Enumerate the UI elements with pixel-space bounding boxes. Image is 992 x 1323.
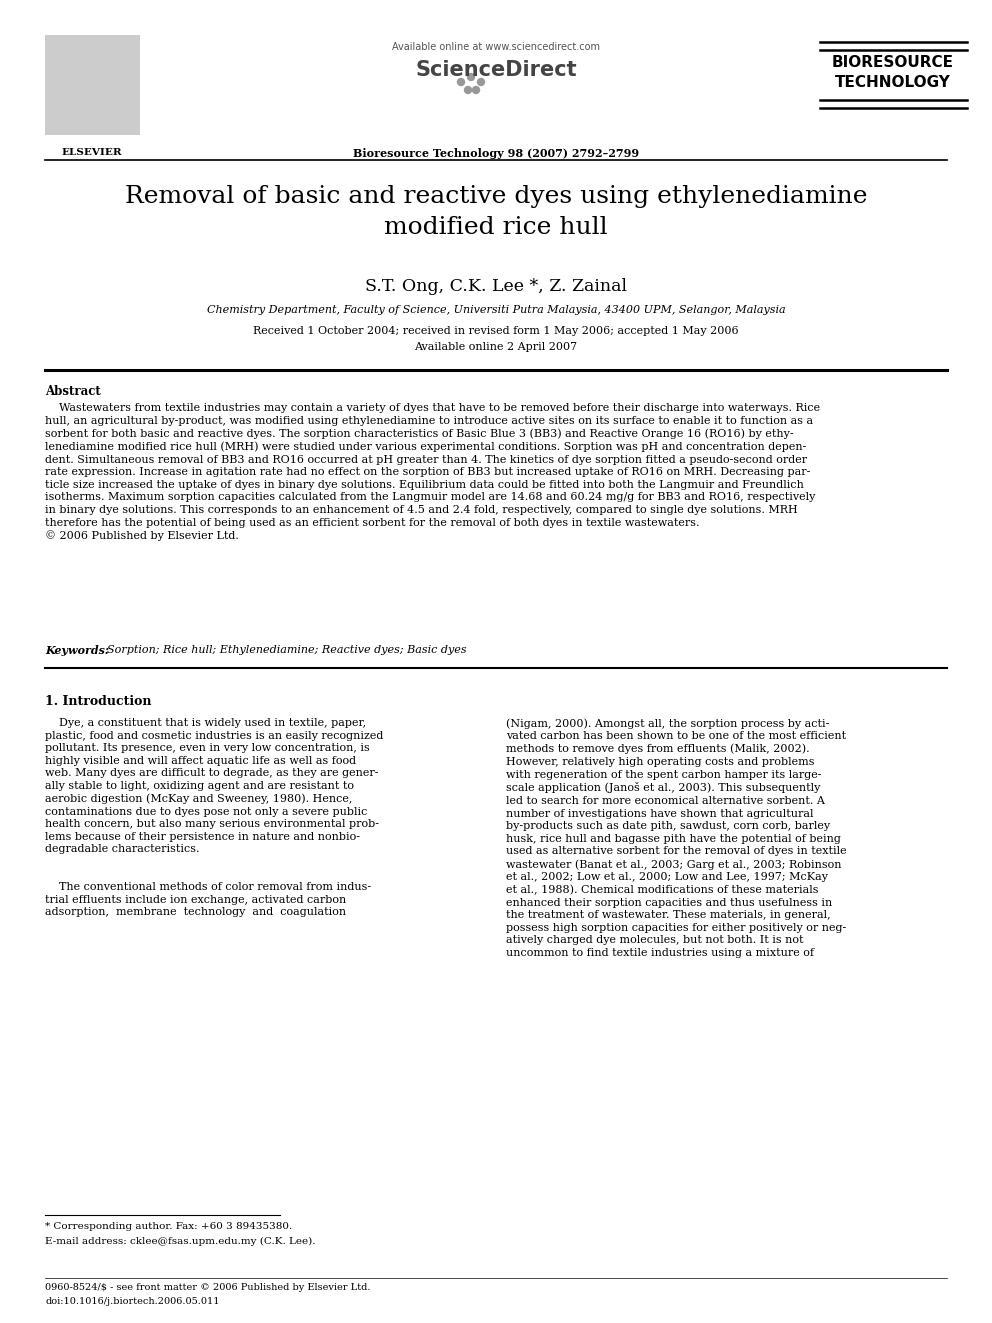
Circle shape [467,74,474,81]
Circle shape [457,78,464,86]
Text: TECHNOLOGY: TECHNOLOGY [835,75,951,90]
Text: Wastewaters from textile industries may contain a variety of dyes that have to b: Wastewaters from textile industries may … [45,404,820,541]
Text: BIORESOURCE: BIORESOURCE [832,56,954,70]
Text: Available online at www.sciencedirect.com: Available online at www.sciencedirect.co… [392,42,600,52]
Text: doi:10.1016/j.biortech.2006.05.011: doi:10.1016/j.biortech.2006.05.011 [45,1297,219,1306]
Text: Received 1 October 2004; received in revised form 1 May 2006; accepted 1 May 200: Received 1 October 2004; received in rev… [253,325,739,336]
Text: * Corresponding author. Fax: +60 3 89435380.: * Corresponding author. Fax: +60 3 89435… [45,1222,293,1230]
Text: Bioresource Technology 98 (2007) 2792–2799: Bioresource Technology 98 (2007) 2792–27… [353,148,639,159]
Text: The conventional methods of color removal from indus-
trial effluents include io: The conventional methods of color remova… [45,882,371,917]
Text: S.T. Ong, C.K. Lee *, Z. Zainal: S.T. Ong, C.K. Lee *, Z. Zainal [365,278,627,295]
Text: ScienceDirect: ScienceDirect [416,60,576,79]
Text: Sorption; Rice hull; Ethylenediamine; Reactive dyes; Basic dyes: Sorption; Rice hull; Ethylenediamine; Re… [100,646,466,655]
Text: Dye, a constituent that is widely used in textile, paper,
plastic, food and cosm: Dye, a constituent that is widely used i… [45,718,383,855]
Text: Chemistry Department, Faculty of Science, Universiti Putra Malaysia, 43400 UPM, : Chemistry Department, Faculty of Science… [206,306,786,315]
Circle shape [477,78,484,86]
Text: (Nigam, 2000). Amongst all, the sorption process by acti-
vated carbon has been : (Nigam, 2000). Amongst all, the sorption… [506,718,846,958]
Text: ELSEVIER: ELSEVIER [62,148,122,157]
Text: Available online 2 April 2007: Available online 2 April 2007 [415,343,577,352]
Text: Abstract: Abstract [45,385,101,398]
Text: Keywords:: Keywords: [45,646,109,656]
Text: 1. Introduction: 1. Introduction [45,695,152,708]
Bar [45,34,140,135]
Circle shape [464,86,471,94]
Text: Removal of basic and reactive dyes using ethylenediamine
modified rice hull: Removal of basic and reactive dyes using… [125,185,867,239]
Text: E-mail address: cklee@fsas.upm.edu.my (C.K. Lee).: E-mail address: cklee@fsas.upm.edu.my (C… [45,1237,315,1246]
Circle shape [472,86,479,94]
Text: 0960-8524/$ - see front matter © 2006 Published by Elsevier Ltd.: 0960-8524/$ - see front matter © 2006 Pu… [45,1283,370,1293]
